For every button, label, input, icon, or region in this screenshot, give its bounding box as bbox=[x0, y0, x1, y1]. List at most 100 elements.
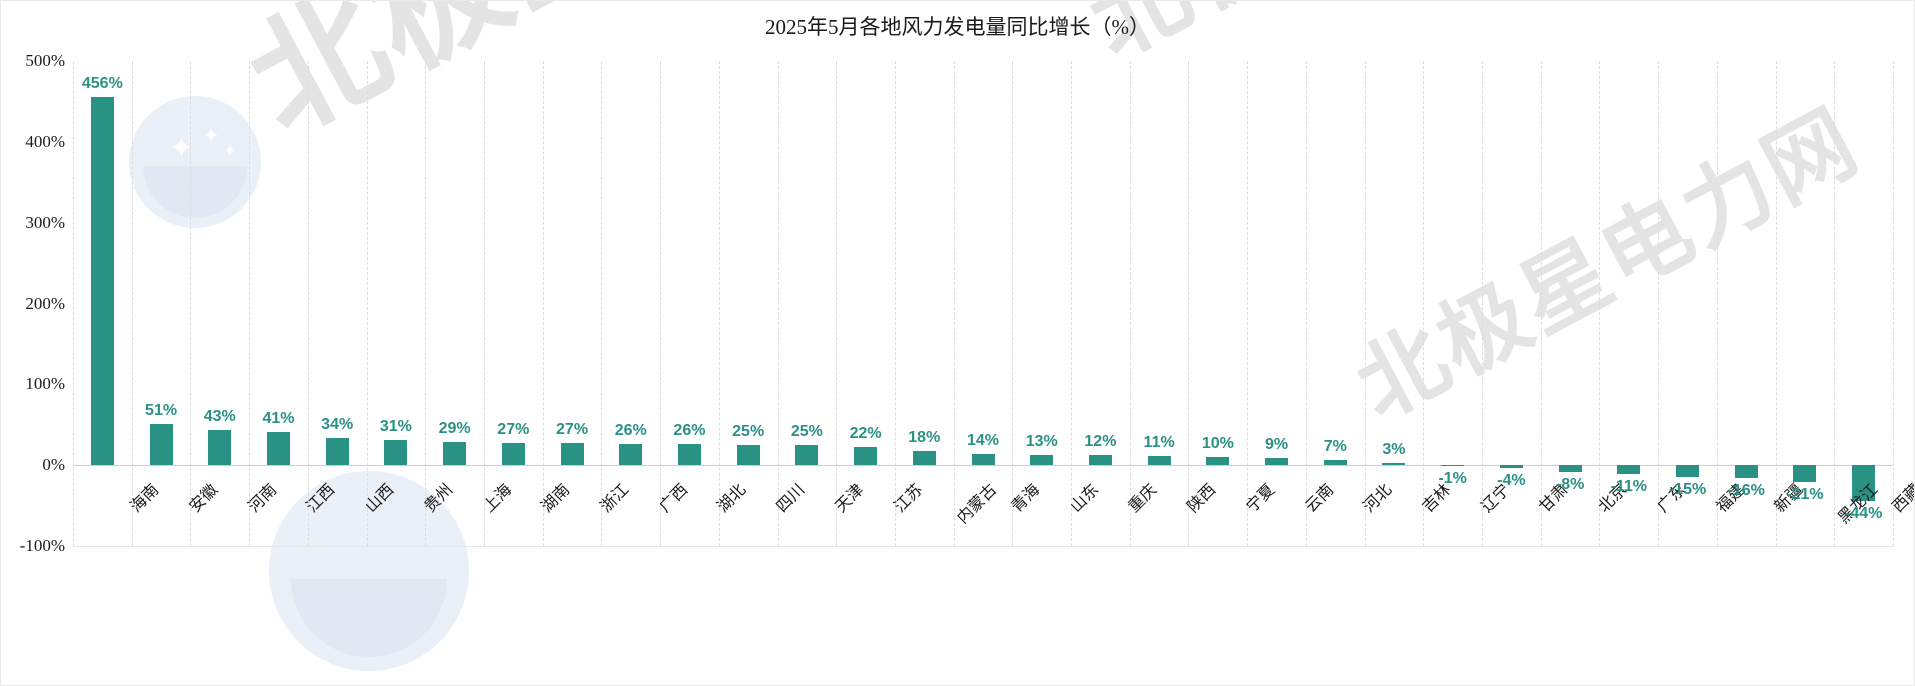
x-axis-category-label: 河南 bbox=[245, 481, 281, 517]
x-axis-category-label: 宁夏 bbox=[1243, 481, 1279, 517]
bar-value-label: -8% bbox=[1555, 475, 1585, 493]
bar[interactable] bbox=[384, 440, 408, 466]
bar-value-label: -44% bbox=[1844, 504, 1883, 522]
bar[interactable] bbox=[1206, 457, 1230, 466]
gridline-vertical bbox=[778, 61, 779, 546]
bar[interactable] bbox=[795, 444, 819, 466]
bar[interactable] bbox=[677, 444, 701, 466]
bar-value-label: 25% bbox=[790, 422, 823, 440]
bar[interactable] bbox=[560, 443, 584, 466]
bar-value-label: 51% bbox=[145, 401, 178, 419]
bar[interactable] bbox=[1147, 456, 1171, 466]
gridline-vertical bbox=[1776, 61, 1777, 546]
gridline-vertical bbox=[308, 61, 309, 546]
bar[interactable] bbox=[1265, 457, 1289, 466]
bar[interactable] bbox=[1030, 454, 1054, 466]
gridline-vertical bbox=[484, 61, 485, 546]
gridline-vertical bbox=[425, 61, 426, 546]
bar-value-label: 27% bbox=[497, 421, 530, 439]
gridline-vertical bbox=[1130, 61, 1131, 546]
bar-value-label: 31% bbox=[379, 418, 412, 436]
bar[interactable] bbox=[1734, 465, 1758, 479]
x-axis-category-label: 山西 bbox=[362, 481, 398, 517]
bar[interactable] bbox=[912, 450, 936, 466]
bar[interactable] bbox=[1676, 465, 1700, 478]
bar[interactable] bbox=[266, 432, 290, 466]
bar-value-label: -1% bbox=[1438, 470, 1467, 488]
bar[interactable] bbox=[971, 453, 995, 466]
bar-value-label: 12% bbox=[1084, 433, 1117, 451]
x-axis-category-label: 陕西 bbox=[1184, 481, 1220, 517]
gridline-vertical bbox=[1482, 61, 1483, 546]
bar[interactable] bbox=[736, 444, 760, 466]
gridline-vertical bbox=[1599, 61, 1600, 546]
bar-value-label: 9% bbox=[1264, 435, 1289, 453]
x-axis-category-label: 贵州 bbox=[421, 481, 457, 517]
bar[interactable] bbox=[1558, 465, 1582, 472]
x-axis-category-label: 山东 bbox=[1067, 481, 1102, 517]
bar[interactable] bbox=[1852, 465, 1876, 501]
gridline-vertical bbox=[1423, 61, 1424, 546]
bar[interactable] bbox=[1323, 459, 1347, 466]
x-axis-category-label: 内蒙古 bbox=[954, 481, 1001, 528]
x-axis-category-label: 安徽 bbox=[186, 481, 222, 517]
gridline-vertical bbox=[249, 61, 250, 546]
bar[interactable] bbox=[501, 443, 525, 466]
bar[interactable] bbox=[854, 447, 878, 466]
x-axis-category-label: 云南 bbox=[1302, 481, 1337, 517]
gridline-vertical bbox=[1306, 61, 1307, 546]
bar-value-label: 22% bbox=[849, 425, 882, 443]
bar[interactable] bbox=[1617, 465, 1641, 475]
gridline-vertical bbox=[367, 61, 368, 546]
bar[interactable] bbox=[90, 96, 114, 466]
bar[interactable] bbox=[149, 423, 173, 466]
gridline-horizontal bbox=[73, 546, 1893, 547]
gridline-vertical bbox=[190, 61, 191, 546]
gridline-vertical bbox=[895, 61, 896, 546]
bar[interactable] bbox=[1088, 455, 1112, 466]
gridline-vertical bbox=[73, 61, 74, 546]
bar[interactable] bbox=[325, 437, 349, 466]
gridline-vertical bbox=[660, 61, 661, 546]
x-axis-category-label: 河北 bbox=[1360, 481, 1396, 517]
x-axis-category-label: 天津 bbox=[832, 481, 868, 517]
gridline-vertical bbox=[543, 61, 544, 546]
x-axis-category-label: 青海 bbox=[1008, 481, 1044, 517]
bar-value-label: 10% bbox=[1201, 435, 1234, 453]
y-axis-tick-label: 500% bbox=[25, 51, 65, 70]
x-axis-category-label: 四川 bbox=[773, 481, 809, 517]
x-axis-category-label: 上海 bbox=[480, 481, 515, 517]
bar-value-label: 26% bbox=[614, 422, 647, 440]
bar-value-label: -16% bbox=[1727, 482, 1765, 500]
gridline-horizontal bbox=[73, 465, 1893, 467]
gridline-vertical bbox=[719, 61, 720, 546]
bar-value-label: -11% bbox=[1610, 478, 1648, 496]
x-axis-category-label: 江苏 bbox=[891, 481, 926, 517]
bar[interactable] bbox=[1499, 465, 1523, 469]
y-axis-tick-label: 400% bbox=[25, 131, 65, 151]
x-axis-category-label: 广西 bbox=[656, 481, 692, 517]
gridline-vertical bbox=[1658, 61, 1659, 546]
bar[interactable] bbox=[208, 430, 232, 466]
bar-value-label: 18% bbox=[908, 428, 941, 446]
y-axis-tick-label: 0% bbox=[42, 455, 65, 475]
x-axis-category-label: 江西 bbox=[304, 481, 339, 517]
gridline-vertical bbox=[1541, 61, 1542, 546]
x-axis-category-label: 湖北 bbox=[715, 481, 750, 517]
bar[interactable] bbox=[619, 444, 643, 466]
bar-value-label: -4% bbox=[1497, 472, 1526, 490]
bar[interactable] bbox=[1441, 465, 1465, 467]
x-axis-category-label: 浙江 bbox=[597, 481, 633, 517]
bar-value-label: 14% bbox=[966, 431, 1000, 449]
bar-value-label: 3% bbox=[1382, 440, 1406, 458]
bar-value-label: 13% bbox=[1025, 432, 1058, 450]
bar-value-label: 456% bbox=[81, 74, 123, 92]
bar[interactable] bbox=[1793, 465, 1817, 483]
bar[interactable] bbox=[1382, 462, 1406, 466]
bar-value-label: 11% bbox=[1143, 434, 1175, 452]
x-axis-category-label: 西藏 bbox=[1889, 481, 1915, 517]
bar[interactable] bbox=[443, 441, 467, 466]
bar-value-label: 29% bbox=[438, 419, 471, 437]
gridline-vertical bbox=[1071, 61, 1072, 546]
